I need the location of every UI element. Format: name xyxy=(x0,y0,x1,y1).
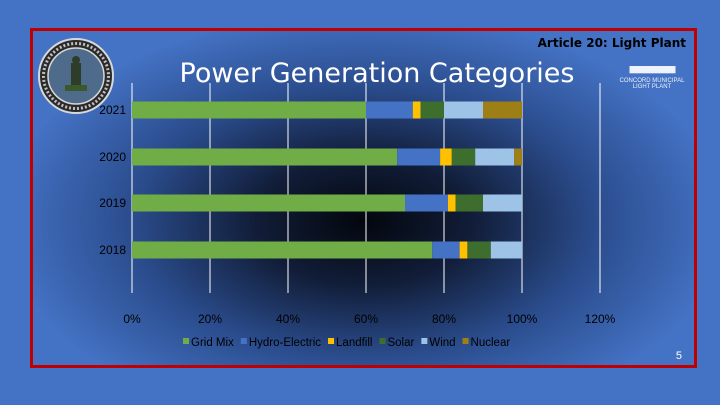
x-tick-label: 20% xyxy=(198,312,222,326)
legend-swatch xyxy=(379,338,386,344)
y-category-label: 2020 xyxy=(99,150,126,164)
legend-label: Wind xyxy=(429,337,455,349)
light-plant-logo-icon: ▀▀▀▀▀▀ xyxy=(629,66,675,80)
light-plant-logo: ▀▀▀▀▀▀ CONCORD MUNICIPAL LIGHT PLANT xyxy=(613,66,691,90)
legend-swatch xyxy=(240,338,247,344)
bar-segment-2018-grid-mix xyxy=(132,241,433,259)
x-tick-label: 80% xyxy=(432,312,456,326)
legend-swatch xyxy=(421,338,428,344)
bar-segment-2019-solar xyxy=(455,194,483,212)
bar-segment-2020-wind xyxy=(475,148,515,166)
bar-segment-2019-wind xyxy=(483,194,522,212)
x-tick-label: 60% xyxy=(354,312,378,326)
legend-label: Nuclear xyxy=(471,337,511,349)
bar-segment-2019-hydro-electric xyxy=(405,194,448,212)
bar-segment-2020-hydro-electric xyxy=(397,148,441,166)
slide-title: Power Generation Categories xyxy=(179,58,575,89)
bar-segment-2020-landfill xyxy=(440,148,452,166)
logo-line-1: CONCORD MUNICIPAL xyxy=(619,78,685,84)
page-number: 5 xyxy=(675,350,682,362)
legend-swatch xyxy=(462,338,469,344)
legend-label: Hydro-Electric xyxy=(249,337,321,349)
bar-segment-2021-landfill xyxy=(412,101,421,119)
bar-segment-2018-solar xyxy=(467,241,491,259)
stacked-bar-chart: 0% 20% 40% 60% 80% 100% 120% 2021 2020 2019 2018 Gr… xyxy=(99,83,616,349)
town-seal-logo xyxy=(38,38,114,114)
bar-segment-2020-solar xyxy=(451,148,476,166)
bar-segment-2021-grid-mix xyxy=(132,101,366,119)
legend-label: Grid Mix xyxy=(191,337,234,349)
x-tick-label: 40% xyxy=(276,312,300,326)
bar-segment-2021-hydro-electric xyxy=(366,101,413,119)
bar-segment-2019-landfill xyxy=(447,194,456,212)
y-category-label: 2018 xyxy=(99,243,126,257)
bar-segment-2020-nuclear xyxy=(514,148,522,166)
bar-segment-2019-grid-mix xyxy=(132,194,405,212)
bar-segment-2018-wind xyxy=(490,241,522,259)
bar-segment-2021-wind xyxy=(444,101,483,119)
bar-segment-2020-grid-mix xyxy=(132,148,398,166)
x-tick-label: 120% xyxy=(585,312,616,326)
y-category-label: 2021 xyxy=(99,103,126,117)
legend-swatch xyxy=(328,338,335,344)
logo-line-2: LIGHT PLANT xyxy=(632,84,672,90)
legend-swatch xyxy=(183,338,189,344)
x-tick-label: 100% xyxy=(507,312,538,326)
legend-label: Landfill xyxy=(336,337,372,349)
x-tick-label: 0% xyxy=(123,312,141,326)
article-label: Article 20: Light Plant xyxy=(537,36,686,50)
bar-segment-2021-solar xyxy=(420,101,444,119)
bar-segment-2021-nuclear xyxy=(483,101,522,119)
bar-segment-2018-landfill xyxy=(459,241,468,259)
slide-frame: Article 20: Light Plant Power Generation… xyxy=(30,28,697,368)
bar-segment-2018-hydro-electric xyxy=(432,241,460,259)
y-category-label: 2019 xyxy=(99,196,126,210)
legend-label: Solar xyxy=(387,337,414,349)
